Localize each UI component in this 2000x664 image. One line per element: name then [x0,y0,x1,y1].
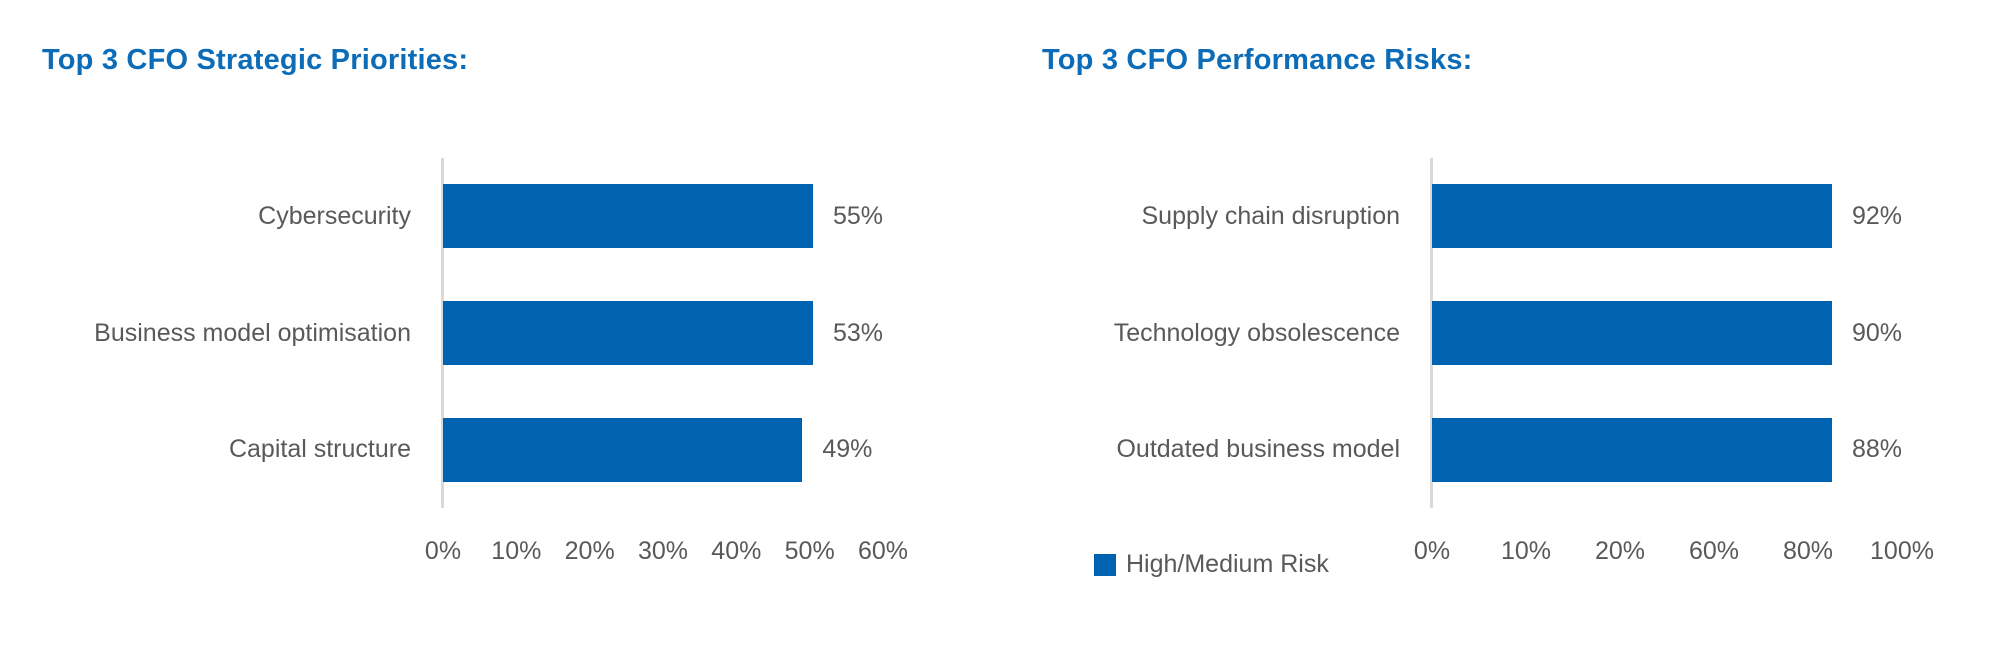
bar-row: 90% [1432,275,1902,392]
bar-row: 88% [1432,391,1902,508]
axis-tick-label: 10% [491,537,542,565]
plot-area: 55% 53% 49% [441,158,883,508]
axis-tick-label: 0% [1413,537,1451,565]
axis-tick-label: 80% [1782,537,1834,565]
value-label: 55% [832,201,883,230]
category-labels: Cybersecurity Business model optimisatio… [0,158,427,508]
bar-row: 55% [443,158,883,275]
bar [443,184,813,249]
axis-tick-label: 20% [1594,537,1646,565]
category-label: Capital structure [228,435,411,464]
bar-row: 92% [1432,158,1902,275]
label-row: Cybersecurity [0,158,427,275]
value-label: 49% [822,435,873,464]
performance-risks-chart: Top 3 CFO Performance Risks: Supply chai… [1000,0,2000,664]
legend-swatch-icon [1094,553,1116,576]
bar [443,417,803,482]
y-axis-line [441,158,444,508]
value-label: 53% [832,318,883,347]
label-row: Capital structure [0,391,427,508]
axis-tick-label: 10% [1500,537,1552,565]
x-axis: 0% 10% 20% 30% 40% 50% 60% [425,537,908,571]
bar [1432,184,1832,249]
value-label: 88% [1851,435,1902,464]
axis-tick-label: 50% [784,537,835,565]
label-row: Business model optimisation [0,275,427,392]
bar-row: 53% [443,275,883,392]
bar-row: 49% [443,391,883,508]
value-label: 92% [1851,201,1902,230]
axis-tick-label: 100% [1870,537,1934,565]
category-label: Cybersecurity [258,201,411,230]
bar [443,301,813,365]
bar [1432,417,1832,482]
chart-title: Top 3 CFO Strategic Priorities: [42,44,469,76]
axis-tick-label: 60% [1688,537,1740,565]
label-row: Outdated business model [1000,391,1416,508]
category-labels: Supply chain disruption Technology obsol… [1000,158,1416,508]
legend: High/Medium Risk [1094,550,1329,579]
value-label: 90% [1851,318,1902,347]
legend-label: High/Medium Risk [1126,550,1329,578]
y-axis-line [1430,158,1433,508]
category-label: Technology obsolescence [1113,318,1400,347]
plot-area: 92% 90% 88% [1430,158,1902,508]
strategic-priorities-chart: Top 3 CFO Strategic Priorities: Cybersec… [0,44,908,571]
axis-tick-label: 30% [637,537,689,565]
bar [1432,301,1832,365]
axis-tick-label: 60% [857,537,909,565]
axis-tick-label: 20% [564,537,615,565]
label-row: Technology obsolescence [1000,275,1416,392]
label-row: Supply chain disruption [1000,158,1416,275]
x-axis: 0% 10% 20% 60% 80% 100% [1414,537,1934,571]
category-label: Outdated business model [1116,435,1400,464]
category-label: Supply chain disruption [1141,201,1401,230]
category-label: Business model optimisation [94,318,411,347]
chart-title: Top 3 CFO Performance Risks: [1042,44,1473,76]
axis-tick-label: 0% [424,537,462,565]
axis-tick-label: 40% [711,537,762,565]
